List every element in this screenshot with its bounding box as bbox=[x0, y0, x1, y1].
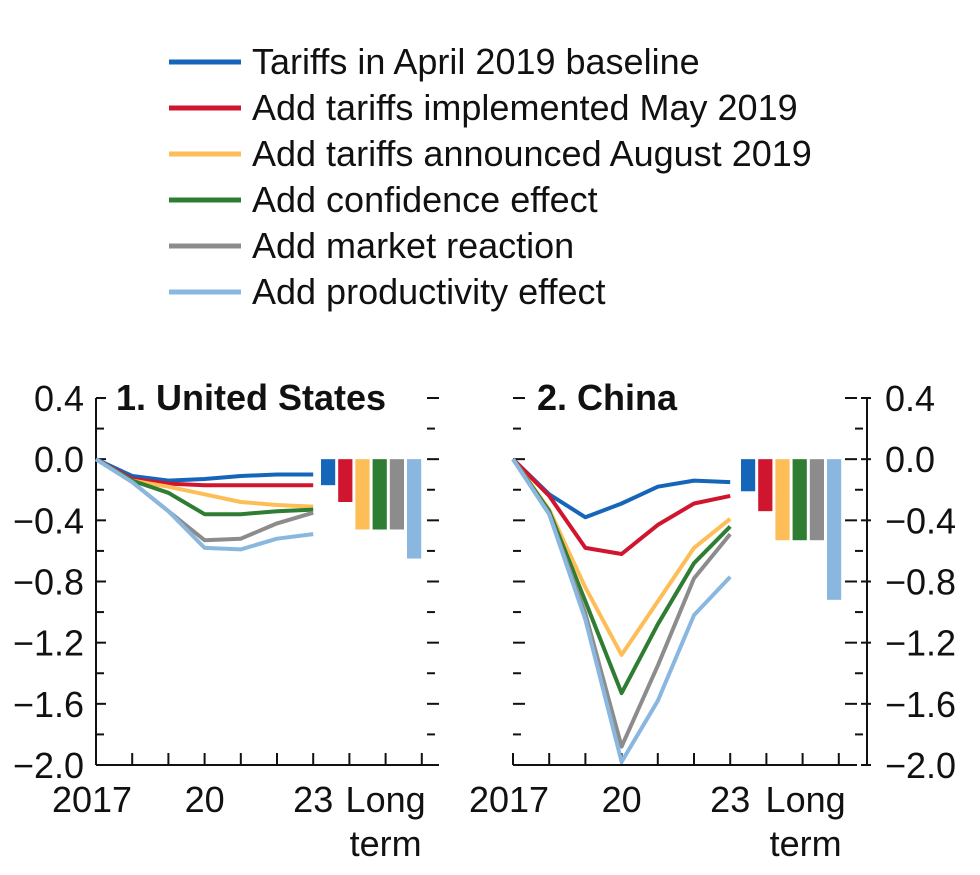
legend-label: Add tariffs implemented May 2019 bbox=[252, 87, 798, 128]
y-tick-label: −1.6 bbox=[885, 684, 956, 725]
legend-item: Add confidence effect bbox=[169, 179, 598, 220]
long-term-bar bbox=[355, 459, 370, 530]
bar-category-label: Long bbox=[766, 779, 846, 820]
bar-category-label: term bbox=[770, 823, 842, 864]
long-term-bar bbox=[389, 459, 404, 530]
legend-label: Add confidence effect bbox=[252, 179, 598, 220]
long-term-bar bbox=[792, 459, 807, 541]
long-term-bar bbox=[338, 459, 353, 502]
legend-label: Add productivity effect bbox=[252, 271, 606, 312]
legend-item: Add tariffs implemented May 2019 bbox=[169, 87, 798, 128]
legend-label: Add market reaction bbox=[252, 225, 574, 266]
x-tick-label: 23 bbox=[710, 779, 750, 820]
panel-title: 2. China bbox=[537, 377, 678, 418]
bar-category-label: Long bbox=[346, 779, 426, 820]
legend-item: Tariffs in April 2019 baseline bbox=[169, 41, 700, 82]
x-tick-label: 20 bbox=[185, 779, 225, 820]
y-tick-label: −2.0 bbox=[13, 745, 84, 786]
y-tick-label: −0.4 bbox=[885, 500, 956, 541]
bar-category-label: term bbox=[350, 823, 422, 864]
series-line bbox=[94, 457, 314, 552]
y-tick-label: 0.4 bbox=[885, 378, 935, 419]
legend: Tariffs in April 2019 baseline Add tariff… bbox=[169, 41, 812, 312]
long-term-bar bbox=[372, 459, 387, 530]
y-tick-label: −0.8 bbox=[885, 562, 956, 603]
series-line bbox=[511, 457, 731, 556]
legend-item: Add market reaction bbox=[169, 225, 574, 266]
x-tick-label: 20 bbox=[602, 779, 642, 820]
legend-item: Add tariffs announced August 2019 bbox=[169, 133, 812, 174]
x-tick-label: 23 bbox=[293, 779, 333, 820]
long-term-bar bbox=[775, 459, 790, 541]
y-tick-label: −1.2 bbox=[885, 623, 956, 664]
y-tick-label: −1.6 bbox=[13, 684, 84, 725]
y-tick-label: 0.0 bbox=[885, 439, 935, 480]
long-term-bar bbox=[827, 459, 842, 600]
legend-item: Add productivity effect bbox=[169, 271, 606, 312]
series-line bbox=[94, 457, 314, 509]
y-tick-label: 0.4 bbox=[34, 378, 84, 419]
y-tick-label: −2.0 bbox=[885, 745, 956, 786]
y-tick-label: −0.8 bbox=[13, 562, 84, 603]
series-line bbox=[94, 457, 314, 543]
long-term-bar bbox=[741, 459, 756, 492]
y-tick-label: −0.4 bbox=[13, 500, 84, 541]
x-tick-label: 2017 bbox=[469, 779, 549, 820]
long-term-bar bbox=[758, 459, 773, 512]
long-term-bar bbox=[809, 459, 824, 541]
y-tick-label: −1.2 bbox=[13, 623, 84, 664]
legend-label: Add tariffs announced August 2019 bbox=[252, 133, 812, 174]
long-term-bar bbox=[321, 459, 336, 486]
panel-china: 0.4 0.0 −0.4 −0.8 −1.2 −1.6 −2.0 2017 20 23 Longte… bbox=[469, 377, 956, 864]
panel-title: 1. United States bbox=[116, 377, 386, 418]
legend-label: Tariffs in April 2019 baseline bbox=[252, 41, 700, 82]
y-tick-label: 0.0 bbox=[34, 439, 84, 480]
series-line bbox=[95, 457, 314, 483]
x-tick-label: 2017 bbox=[52, 779, 132, 820]
series-line bbox=[511, 458, 732, 764]
long-term-bar bbox=[407, 459, 422, 559]
